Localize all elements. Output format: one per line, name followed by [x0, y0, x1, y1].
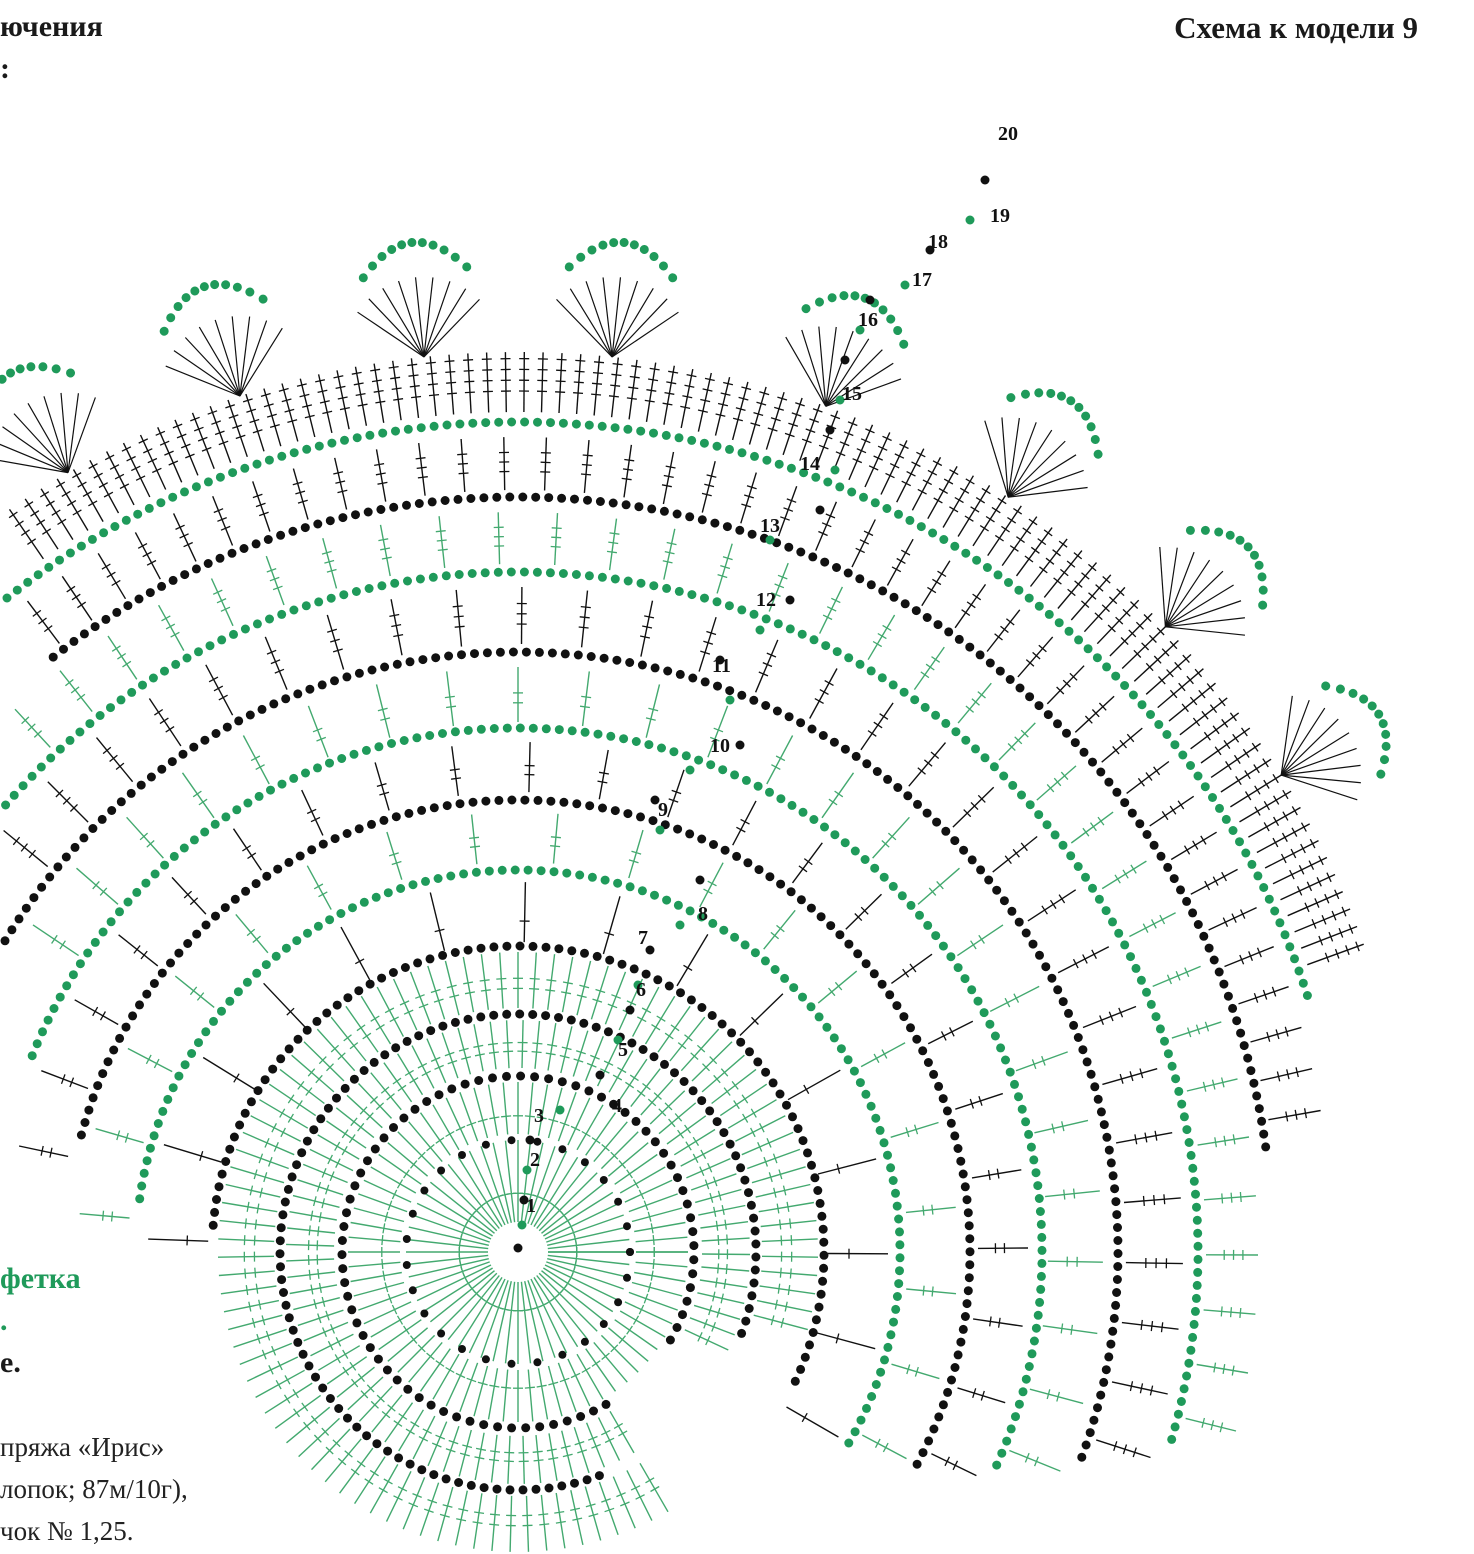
row-label: 7: [638, 927, 648, 949]
start-chain-dot: [965, 215, 975, 225]
ring-4-dots: [337, 1071, 699, 1433]
start-chain-dot: [655, 825, 665, 835]
row-label: 13: [760, 515, 780, 537]
row-label: 18: [928, 231, 948, 253]
ring-12-stitches: [3, 586, 1183, 1459]
row-label: 12: [756, 589, 776, 611]
row-label: 3: [534, 1105, 544, 1127]
start-chain-dot: [675, 920, 685, 930]
start-chain-dot: [765, 535, 775, 545]
row-label: 14: [800, 453, 820, 475]
start-chain-dot: [695, 875, 705, 885]
chart-title: Схема к модели 9: [1174, 10, 1418, 45]
side-heading-line-1: фетка: [0, 1262, 81, 1295]
start-chain-dot: [865, 295, 875, 305]
row-label: 15: [842, 383, 862, 405]
ring-9-dots: [135, 865, 905, 1448]
start-chain-dot: [835, 395, 845, 405]
start-chain-dot: [522, 1165, 532, 1175]
ring-13-stitches: [14, 512, 1259, 1433]
chart-rings: [0, 351, 1364, 1552]
scallop: [556, 238, 679, 358]
start-chain-dot: [633, 980, 643, 990]
row-label: 11: [712, 655, 731, 677]
ring-6-dots: [275, 1009, 761, 1495]
legend-fragment-2: :: [0, 52, 10, 85]
materials-line-3: чок № 1,25.: [0, 1516, 134, 1546]
ring-10-stitches: [18, 742, 1029, 1477]
start-chain-dot: [840, 355, 850, 365]
start-chain-dot: [830, 465, 840, 475]
ring-16-stitches: [8, 351, 1364, 966]
ring-13-dots: [1, 567, 1203, 1444]
materials-line-1: пряжа «Ирис»: [0, 1432, 165, 1462]
start-chain-dot: [825, 425, 835, 435]
start-chain-dot: [855, 325, 865, 335]
start-chain-dot: [900, 280, 910, 290]
ring-7-stitches: [217, 952, 819, 1552]
start-chain-dot: [785, 595, 795, 605]
row-label: 4: [612, 1095, 622, 1117]
ring-9-stitches: [79, 813, 957, 1460]
start-chain-dot: [519, 1195, 529, 1205]
start-chain-dot: [715, 655, 725, 665]
start-chain-dot: [625, 1005, 635, 1015]
start-chain-dot: [735, 740, 745, 750]
start-chain-dot: [725, 695, 735, 705]
ring-14-stitches: [26, 437, 1321, 1122]
scallop: [785, 291, 909, 407]
ring-12-dots: [0, 647, 1123, 1462]
scallop: [984, 388, 1103, 498]
row-label: 19: [990, 205, 1010, 227]
row-label: 9: [658, 799, 668, 821]
start-chain-dot: [513, 1243, 523, 1253]
start-chain-dot: [650, 795, 660, 805]
row-label: 10: [710, 735, 730, 757]
ring-2-dots: [402, 1136, 634, 1368]
row-label: 16: [858, 309, 878, 331]
row-label: 8: [698, 903, 708, 925]
ring-8-stitches: [148, 882, 889, 1438]
row-label: 6: [636, 979, 646, 1001]
scallop: [1280, 681, 1391, 801]
start-chain-dot: [613, 1035, 623, 1045]
side-heading-line-2: .: [0, 1304, 8, 1337]
legend-fragment-1: ючения: [0, 10, 103, 43]
materials-line-2: лопок; 87м/10г),: [0, 1474, 188, 1504]
start-chain-dot: [595, 1070, 605, 1080]
start-chain-dot: [980, 175, 990, 185]
ring-8-dots: [208, 941, 829, 1386]
scallop: [357, 238, 480, 358]
ring-10-dots: [76, 795, 975, 1469]
start-chain-dot: [645, 945, 655, 955]
start-chain-dot: [685, 765, 695, 775]
row-label: 1: [526, 1195, 536, 1217]
scallop: [1159, 525, 1268, 636]
scallop-rows: [0, 238, 1391, 801]
start-chain-dot: [525, 1135, 535, 1145]
start-chain-dot: [925, 245, 935, 255]
scallop: [159, 280, 283, 397]
row-label: 2: [530, 1149, 540, 1171]
row-label: 5: [618, 1039, 628, 1061]
start-chain-dot: [755, 625, 765, 635]
ring-5-stitches: [286, 1020, 751, 1484]
ring-14-dots: [48, 492, 1271, 1152]
start-chain-dot: [815, 505, 825, 515]
ring-15-dots: [2, 417, 1312, 1000]
start-chain-dot: [517, 1220, 527, 1230]
row-start-chain: [513, 175, 990, 1253]
ring-11-stitches: [32, 667, 1103, 1472]
ring-11-dots: [27, 723, 1047, 1470]
start-chain-dot: [555, 1105, 565, 1115]
ring-3-stitches: [348, 1082, 688, 1422]
ring-1-stitches: [406, 1140, 630, 1364]
row-label: 20: [998, 123, 1018, 145]
scallop: [0, 362, 96, 474]
row-label: 17: [912, 269, 932, 291]
side-text-line-3: е.: [0, 1346, 21, 1379]
